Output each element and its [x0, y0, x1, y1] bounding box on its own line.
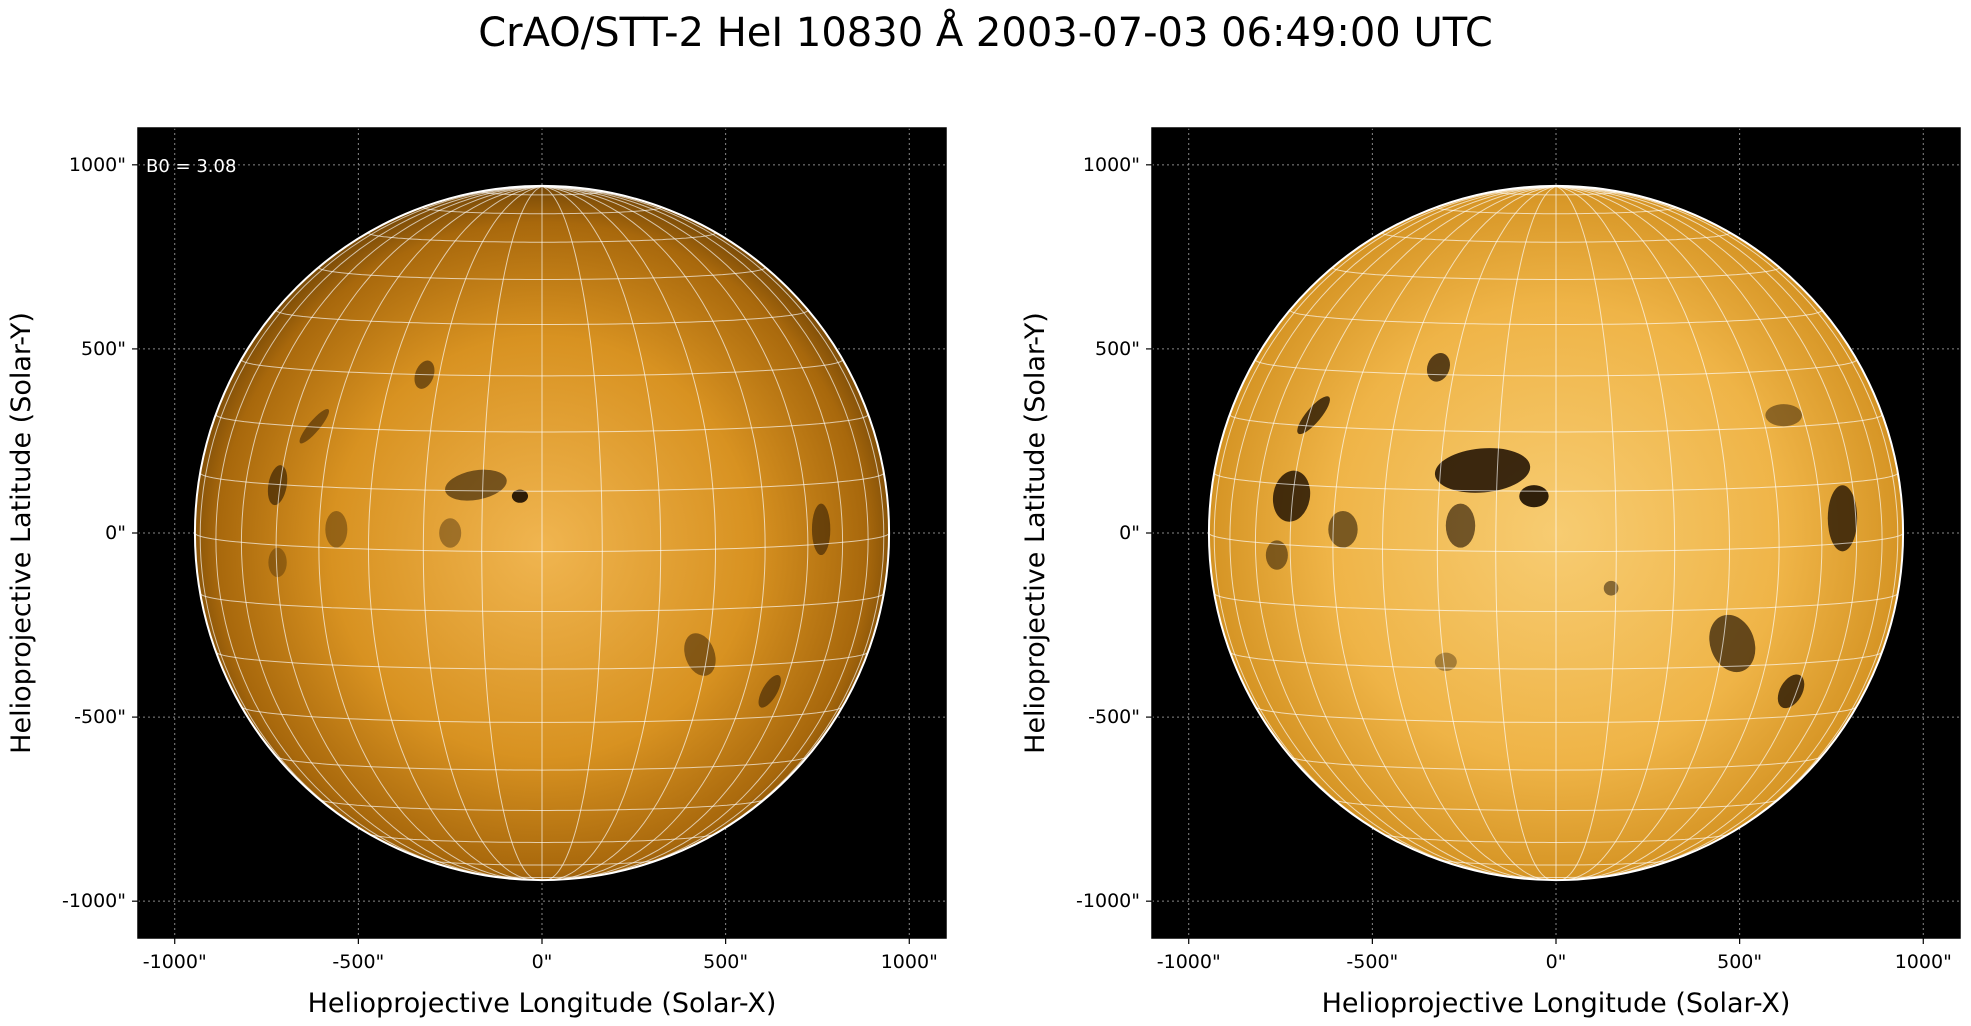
dark-filament: [267, 465, 288, 506]
dark-filament: [299, 408, 330, 444]
right-y-axis-label: Helioprojective Latitude (Solar-Y): [1020, 312, 1051, 754]
longitude-meridian: [1495, 185, 1557, 881]
y-tick-label: -500": [1088, 706, 1140, 728]
x-tick-label: 0": [1546, 951, 1567, 973]
dark-filament: [1827, 485, 1858, 552]
left-y-ticks: 1000" 500" 0" -500" -1000": [62, 154, 138, 912]
y-tick-label: 1000": [69, 154, 126, 176]
longitude-meridian: [1254, 185, 1557, 878]
longitude-meridian: [541, 185, 603, 881]
x-tick-label: 1000": [1895, 951, 1952, 973]
dark-filament: [1603, 580, 1619, 596]
longitude-meridian: [367, 185, 543, 881]
longitude-meridian: [1555, 185, 1823, 880]
longitude-meridian: [275, 185, 543, 880]
longitude-meridian: [541, 185, 844, 878]
left-dark-filaments: [267, 360, 831, 708]
dark-filament: [1265, 540, 1288, 570]
y-tick-label: 500": [1095, 338, 1140, 360]
longitude-meridian: [541, 185, 869, 876]
longitude-meridian: [1289, 185, 1557, 880]
dark-filament: [1434, 448, 1531, 493]
right-solar-limb: [1207, 184, 1905, 882]
figure-title: CrAO/STT-2 HeI 10830 Å 2003-07-03 06:49:…: [478, 10, 1493, 56]
longitude-meridian: [1381, 185, 1557, 881]
x-tick-label: -1000": [143, 951, 207, 973]
longitude-meridian: [481, 185, 543, 881]
x-tick-label: 0": [532, 951, 553, 973]
dark-filament: [758, 674, 781, 708]
y-tick-label: 0": [105, 522, 126, 544]
longitude-meridian: [541, 185, 766, 880]
left-x-axis-label: Helioprojective Longitude (Solar-X): [308, 988, 777, 1019]
longitude-meridian: [1555, 185, 1676, 881]
y-tick-label: 1000": [1083, 154, 1140, 176]
longitude-meridian: [1229, 185, 1557, 876]
x-tick-label: -500": [332, 951, 384, 973]
longitude-meridian: [1213, 185, 1557, 865]
dark-filament: [1434, 652, 1457, 672]
longitude-meridian: [1555, 185, 1899, 865]
longitude-meridian: [1555, 185, 1858, 878]
y-tick-label: -1000": [62, 890, 126, 912]
y-tick-label: 500": [81, 338, 126, 360]
dark-filament: [445, 469, 507, 501]
longitude-meridian: [1555, 185, 1617, 881]
longitude-meridian: [1555, 185, 1883, 876]
longitude-meridian: [541, 185, 809, 880]
right-y-ticks: 1000" 500" 0" -500" -1000": [1076, 154, 1152, 912]
right-x-axis-label: Helioprojective Longitude (Solar-X): [1322, 988, 1791, 1019]
y-tick-label: 0": [1119, 522, 1140, 544]
left-x-ticks: -1000" -500" 0" 500" 1000": [143, 938, 938, 973]
left-b0-annotation: B0 = 3.08: [146, 156, 236, 177]
right-x-ticks: -1000" -500" 0" 500" 1000": [1157, 938, 1952, 973]
x-tick-label: 500": [703, 951, 748, 973]
longitude-meridian: [318, 185, 543, 880]
y-tick-label: -500": [74, 706, 126, 728]
x-tick-label: 500": [1717, 951, 1762, 973]
dark-filament: [1297, 396, 1330, 435]
dark-filament: [1519, 485, 1549, 508]
dark-filament: [1765, 404, 1803, 427]
longitude-meridian: [541, 185, 662, 881]
longitude-meridian: [1332, 185, 1557, 880]
longitude-meridian: [1555, 185, 1731, 881]
dark-filament: [811, 503, 831, 556]
x-tick-label: 1000": [881, 951, 938, 973]
right-heliographic-grid: [1208, 185, 1904, 881]
longitude-meridian: [215, 185, 543, 876]
longitude-meridian: [422, 185, 543, 881]
x-tick-label: -500": [1346, 951, 1398, 973]
dark-filament: [268, 547, 287, 578]
dark-filament: [1328, 510, 1358, 548]
longitude-meridian: [240, 185, 543, 878]
left-y-axis-label: Helioprojective Latitude (Solar-Y): [6, 312, 37, 754]
y-tick-label: -1000": [1076, 890, 1140, 912]
longitude-meridian: [541, 185, 717, 881]
dark-filament: [684, 633, 716, 676]
right-solar-map-panel: -1000" -500" 0" 500" 1000" 1000"500"0"-500"-…: [1020, 127, 1961, 1019]
dark-filament: [511, 489, 529, 503]
longitude-meridian: [1436, 185, 1557, 881]
longitude-meridian: [541, 185, 885, 865]
left-solar-map-panel: B0 = 3.08 -1000" -500" 0" 500" 1000" 1000" 50…: [6, 127, 947, 1019]
longitude-meridian: [1555, 185, 1780, 880]
dark-filament: [325, 510, 348, 548]
x-tick-label: -1000": [1157, 951, 1221, 973]
longitude-meridian: [199, 185, 543, 865]
dark-filament: [1445, 503, 1476, 548]
left-solar-limb: [193, 184, 891, 882]
dark-filament: [439, 518, 462, 548]
dark-filament: [1777, 674, 1805, 709]
